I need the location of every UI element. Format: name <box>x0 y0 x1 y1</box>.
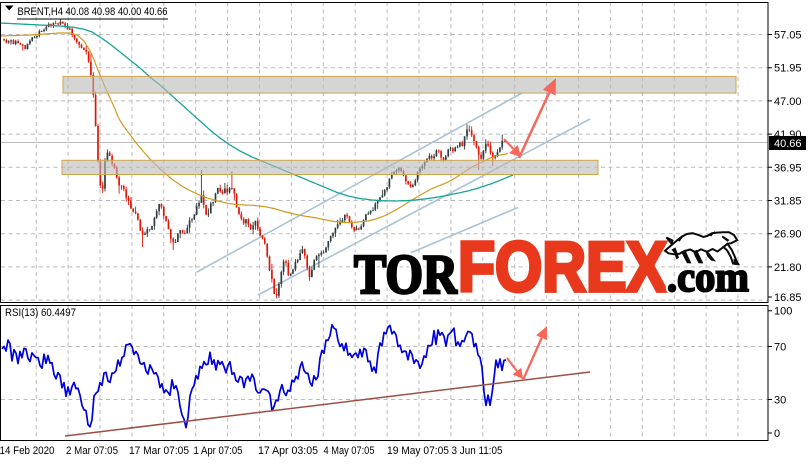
svg-text:26.90: 26.90 <box>774 229 802 241</box>
svg-text:40.66: 40.66 <box>774 138 802 150</box>
svg-text:16.85: 16.85 <box>774 292 802 304</box>
svg-text:BRENT,H4 40.08 40.98 40.00 40: BRENT,H4 40.08 40.98 40.00 40.66 <box>18 6 168 18</box>
svg-text:17 Mar 07:05: 17 Mar 07:05 <box>129 445 189 457</box>
svg-text:.com: .com <box>667 255 749 301</box>
svg-text:70: 70 <box>774 342 786 354</box>
svg-text:14 Feb 2020: 14 Feb 2020 <box>0 445 55 457</box>
svg-text:2 Mar 07:05: 2 Mar 07:05 <box>66 445 118 457</box>
svg-text:47.00: 47.00 <box>774 96 802 108</box>
svg-text:19 May 07:05: 19 May 07:05 <box>387 445 449 457</box>
svg-text:30: 30 <box>774 395 786 407</box>
svg-text:RSI(13) 60.4497: RSI(13) 60.4497 <box>5 307 76 319</box>
svg-text:100: 100 <box>774 306 792 318</box>
svg-text:51.95: 51.95 <box>774 63 802 75</box>
svg-text:17 Apr 03:05: 17 Apr 03:05 <box>258 445 318 457</box>
svg-text:1 Apr 07:05: 1 Apr 07:05 <box>194 445 243 457</box>
svg-text:36.95: 36.95 <box>774 162 802 174</box>
svg-text:FOREX: FOREX <box>458 228 667 307</box>
svg-text:21.80: 21.80 <box>774 262 802 274</box>
svg-text:0: 0 <box>774 428 780 440</box>
svg-text:4 May 07:05: 4 May 07:05 <box>324 445 375 457</box>
svg-text:FOREX: FOREX <box>458 228 667 307</box>
svg-text:TOR: TOR <box>354 242 458 306</box>
svg-text:3 Jun 11:05: 3 Jun 11:05 <box>452 445 503 457</box>
svg-text:57.05: 57.05 <box>774 30 802 42</box>
svg-text:31.85: 31.85 <box>774 196 802 208</box>
svg-text:TOR: TOR <box>354 242 458 306</box>
